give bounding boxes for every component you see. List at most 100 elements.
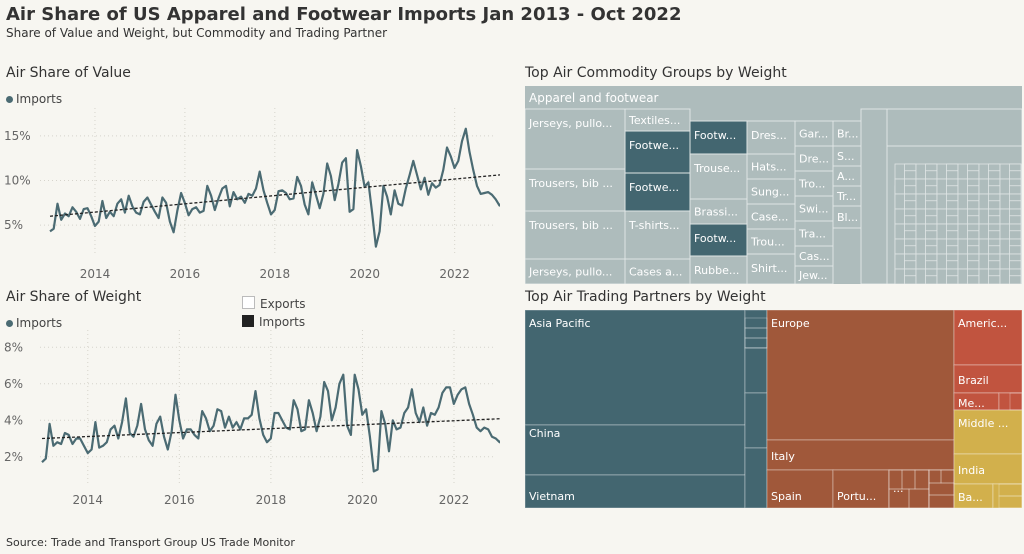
commodity-small-cell[interactable]: [904, 275, 917, 284]
commodity-small-cell[interactable]: [904, 215, 917, 225]
commodity-small-cell[interactable]: [1009, 185, 1022, 195]
commodity-small-cell[interactable]: [904, 170, 917, 180]
commodity-cell[interactable]: [689, 198, 748, 225]
partner-cell[interactable]: [953, 364, 1022, 394]
commodity-small-cell[interactable]: [967, 215, 980, 225]
legend-exports-swatch: [242, 296, 255, 309]
partner-cell[interactable]: [766, 469, 834, 508]
commodity-small-cell[interactable]: [967, 200, 980, 210]
commodity-small-cell[interactable]: [946, 170, 959, 180]
commodity-small-cell[interactable]: [1009, 170, 1022, 180]
partner-cell[interactable]: [744, 310, 768, 349]
legend-exports[interactable]: Exports: [242, 296, 306, 311]
commodity-small-cell[interactable]: [988, 260, 1001, 270]
commodity-small-cell[interactable]: [904, 200, 917, 210]
commodity-small-cell[interactable]: [946, 185, 959, 195]
partner-small-cell[interactable]: [998, 483, 1022, 497]
partner-small-cell[interactable]: [908, 488, 930, 508]
commodity-small-cell[interactable]: [1009, 215, 1022, 225]
partner-small-cell[interactable]: [744, 327, 768, 339]
partner-small-cell[interactable]: [928, 494, 955, 508]
commodity-small-cell[interactable]: [988, 245, 1001, 255]
commodity-cell[interactable]: [689, 153, 748, 200]
x-tick-label: 2014: [73, 493, 104, 507]
x-tick-label: 2020: [347, 493, 378, 507]
partner-cell[interactable]: [928, 469, 955, 508]
commodity-cell[interactable]: [794, 220, 834, 247]
commodity-small-cell[interactable]: [925, 215, 938, 225]
commodity-small-cell[interactable]: [988, 215, 1001, 225]
commodity-small-cell[interactable]: [988, 170, 1001, 180]
commodity-small-cell[interactable]: [925, 185, 938, 195]
commodity-small-cell[interactable]: [925, 230, 938, 240]
partner-cell[interactable]: [744, 347, 768, 394]
commodity-small-cell[interactable]: [967, 170, 980, 180]
commodity-small-cell[interactable]: [904, 230, 917, 240]
commodity-cell[interactable]: [746, 178, 796, 205]
commodity-small-cell[interactable]: [1009, 245, 1022, 255]
partner-small-cell[interactable]: [1009, 392, 1022, 411]
partner-small-cell[interactable]: [998, 495, 1022, 508]
commodity-small-cell[interactable]: [925, 200, 938, 210]
commodity-cell[interactable]: [624, 172, 691, 212]
commodity-small-cell[interactable]: [904, 260, 917, 270]
partner-small-cell[interactable]: [744, 317, 768, 329]
commodity-cell[interactable]: [794, 195, 834, 222]
commodity-small-cell[interactable]: [946, 215, 959, 225]
commodity-small-cell[interactable]: [967, 245, 980, 255]
commodity-small-cell[interactable]: [946, 260, 959, 270]
commodity-small-cell[interactable]: [1009, 260, 1022, 270]
partner-cell[interactable]: [744, 392, 768, 449]
commodity-small-cell[interactable]: [988, 200, 1001, 210]
partner-cell[interactable]: [992, 483, 1022, 508]
commodity-small-cell[interactable]: [946, 245, 959, 255]
y-tick-label: 8%: [4, 340, 23, 354]
commodity-cell[interactable]: [525, 168, 626, 212]
commodity-small-cell[interactable]: [904, 185, 917, 195]
commodity-small-cell[interactable]: [946, 200, 959, 210]
commodity-small-cell[interactable]: [946, 230, 959, 240]
commodity-small-cell[interactable]: [967, 185, 980, 195]
partner-small-cell[interactable]: [744, 337, 768, 349]
partner-cell[interactable]: [766, 310, 955, 441]
commodity-small-cell[interactable]: [1009, 200, 1022, 210]
commodity-small-cell[interactable]: [1009, 230, 1022, 240]
commodity-cell[interactable]: [794, 265, 834, 284]
partner-small-cell[interactable]: [888, 488, 910, 508]
commodity-small-cell[interactable]: [988, 230, 1001, 240]
partner-cell[interactable]: [766, 439, 955, 471]
legend-imports[interactable]: Imports: [242, 315, 305, 329]
commodity-cell[interactable]: [746, 228, 796, 255]
partner-cell[interactable]: [953, 453, 1022, 485]
commodity-cell[interactable]: [689, 120, 748, 155]
commodity-small-cell[interactable]: [967, 230, 980, 240]
commodity-small-cell[interactable]: [925, 260, 938, 270]
commodity-small-cell[interactable]: [988, 275, 1001, 284]
partner-small-cell[interactable]: [901, 469, 916, 490]
commodity-small-cell[interactable]: [967, 260, 980, 270]
partner-cell[interactable]: [998, 392, 1022, 411]
commodity-small-cell[interactable]: [988, 185, 1001, 195]
commodity-small-cell[interactable]: [860, 108, 888, 284]
commodity-cell[interactable]: [689, 255, 748, 284]
partner-cell[interactable]: [888, 469, 930, 508]
commodity-small-cell[interactable]: [925, 170, 938, 180]
commodity-small-cell[interactable]: [1009, 275, 1022, 284]
commodity-cell[interactable]: [746, 253, 796, 284]
partner-small-cell[interactable]: [888, 469, 903, 490]
commodity-cell[interactable]: [794, 170, 834, 197]
partner-small-cell[interactable]: [914, 469, 930, 490]
commodity-cell[interactable]: [624, 130, 691, 174]
commodity-small-cell[interactable]: [925, 245, 938, 255]
partner-small-cell[interactable]: [928, 469, 942, 484]
partner-small-cell[interactable]: [928, 482, 955, 496]
partner-small-cell[interactable]: [940, 469, 955, 484]
commodity-small-cell[interactable]: [925, 275, 938, 284]
partner-cell[interactable]: [744, 447, 768, 508]
commodity-small-cell[interactable]: [946, 275, 959, 284]
commodity-small-cell[interactable]: [967, 275, 980, 284]
commodity-cell[interactable]: [794, 120, 834, 147]
value-legend: Imports: [6, 92, 62, 106]
partner-cell[interactable]: [525, 474, 746, 508]
commodity-small-cell[interactable]: [904, 245, 917, 255]
